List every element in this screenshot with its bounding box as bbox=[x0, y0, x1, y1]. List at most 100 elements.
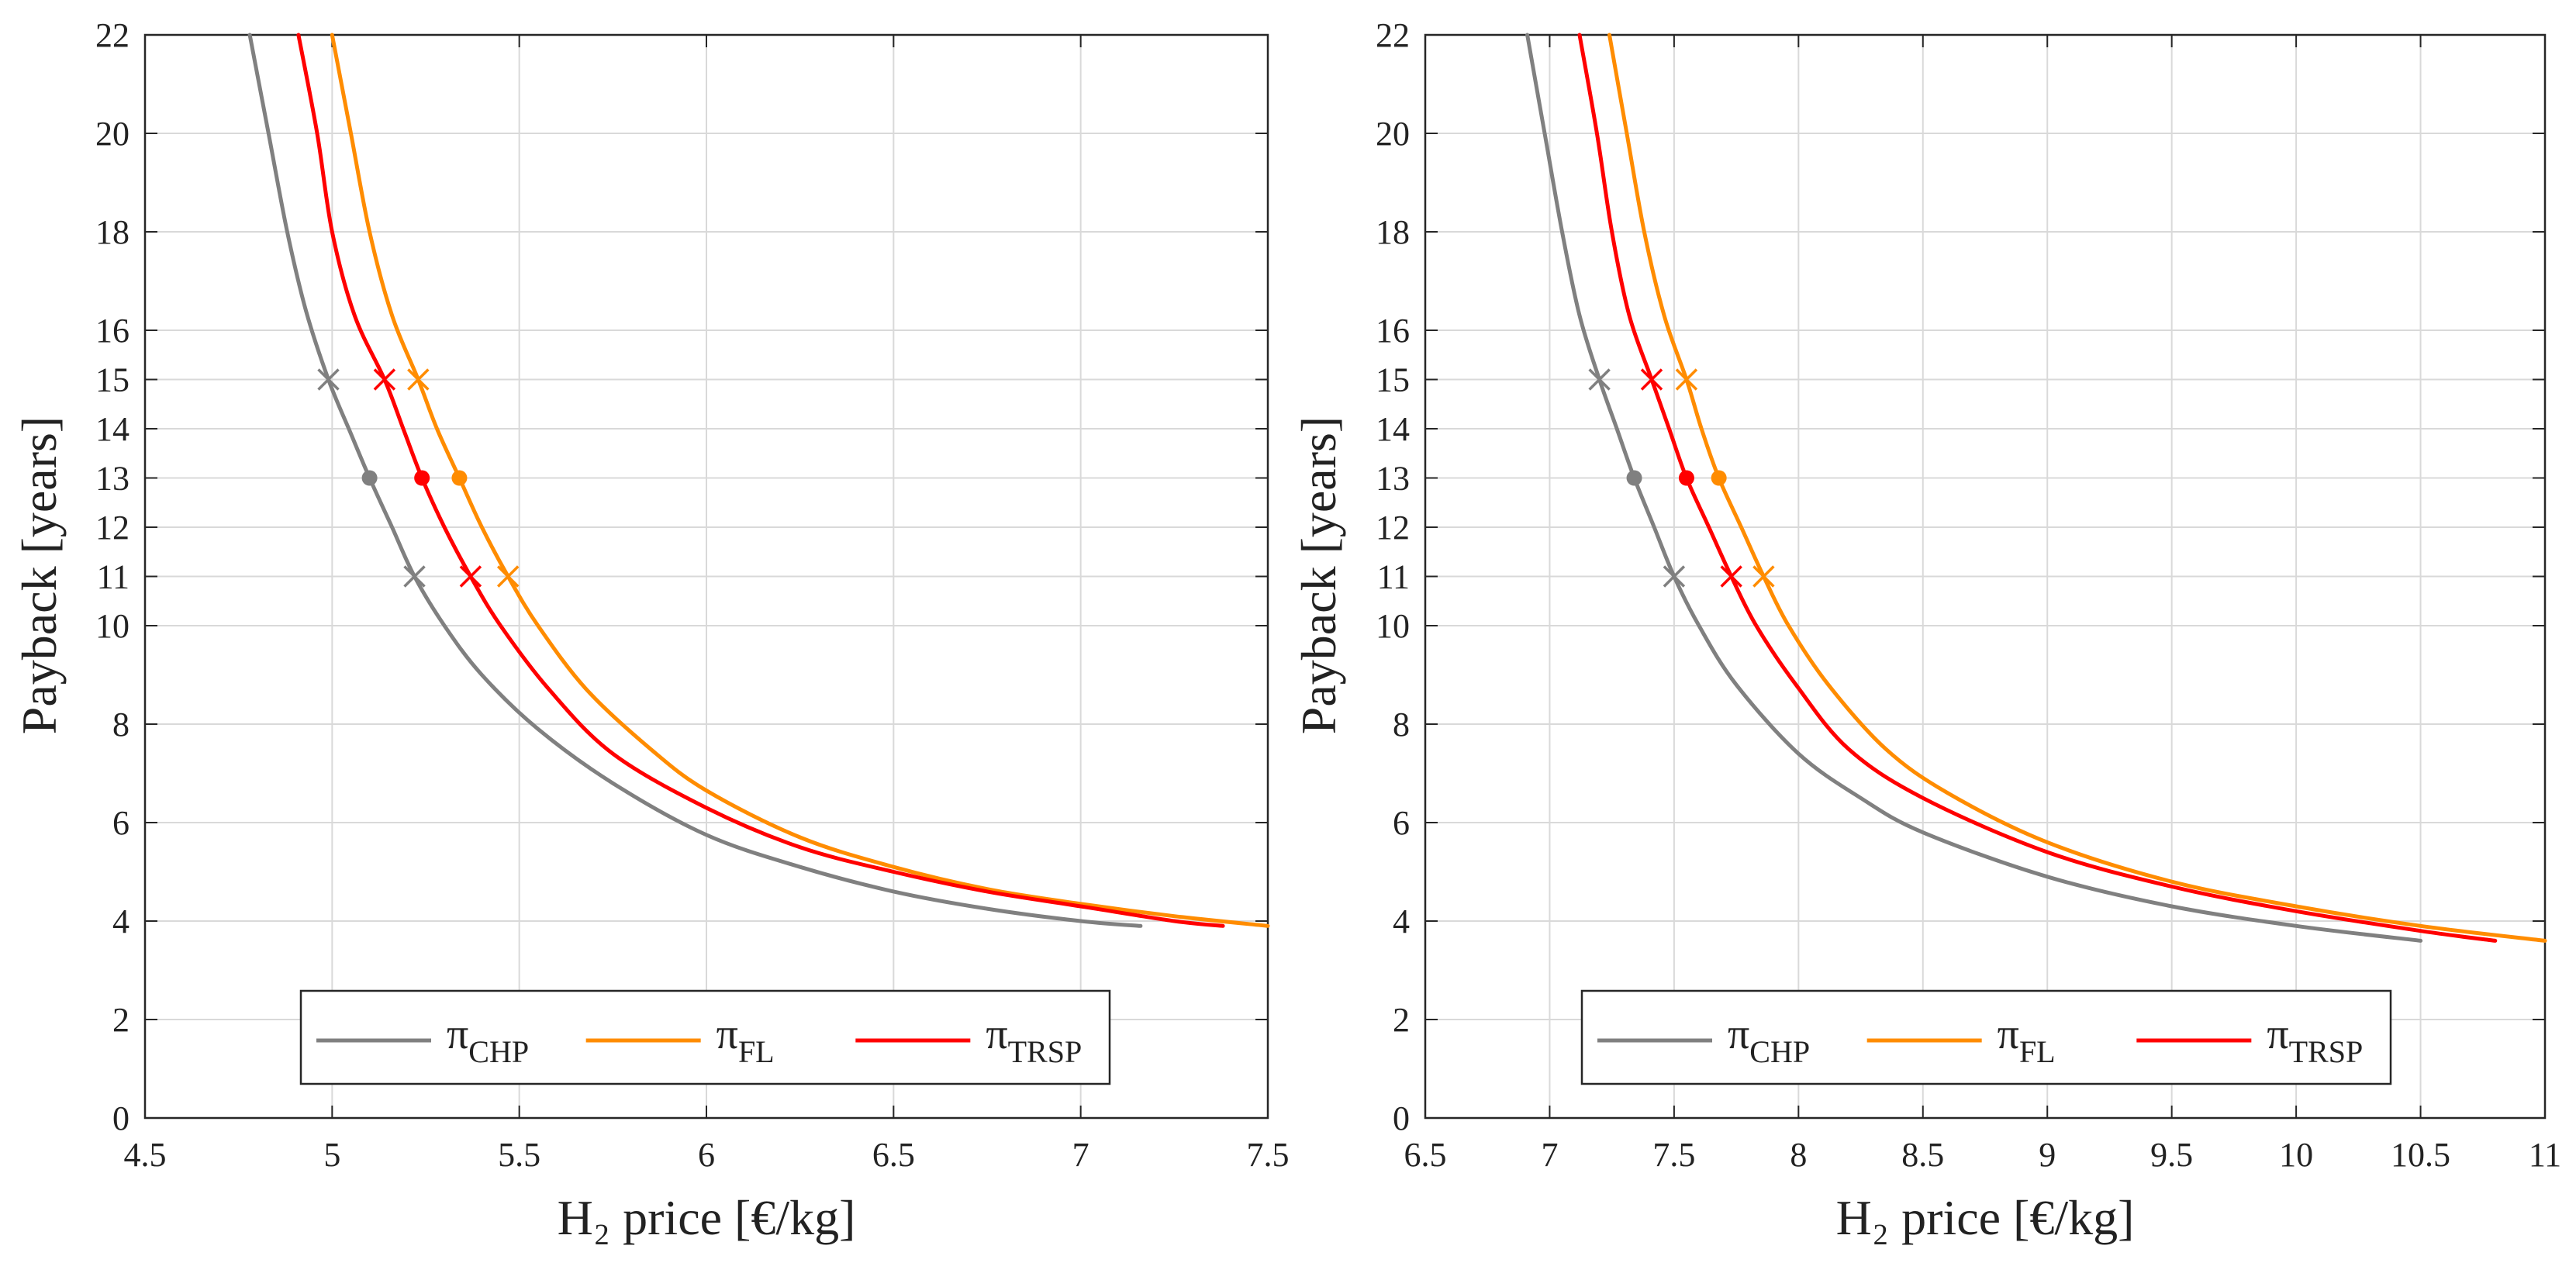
cross-marker-chp bbox=[317, 368, 340, 391]
x-axis-label: H₂ price [€/kg] bbox=[558, 1190, 856, 1245]
y-tick-label: 20 bbox=[95, 115, 129, 153]
legend-label-fl: πFL bbox=[1998, 1010, 2056, 1069]
legend-item-chp: πCHP bbox=[1597, 1010, 1810, 1069]
series-chp bbox=[247, 33, 1143, 928]
legend-symbol: π bbox=[1728, 1010, 1749, 1058]
cross-marker-trsp bbox=[373, 368, 396, 391]
legend-item-trsp: πTRSP bbox=[2136, 1010, 2363, 1069]
y-tick-label: 6 bbox=[1393, 804, 1410, 842]
series-trsp bbox=[1577, 33, 2498, 943]
x-tick-label: 7 bbox=[1072, 1136, 1089, 1174]
x-tick-label: 7.5 bbox=[1652, 1136, 1695, 1174]
y-tick-label: 15 bbox=[95, 361, 129, 399]
legend-subscript: FL bbox=[2019, 1034, 2056, 1069]
series-line-trsp bbox=[296, 33, 1225, 928]
x-tick-label: 7 bbox=[1541, 1136, 1558, 1174]
series-line-fl bbox=[1607, 33, 2547, 943]
dot-marker-fl bbox=[451, 470, 468, 486]
x-tick-label: 7.5 bbox=[1247, 1136, 1290, 1174]
x-tick-label: 10.5 bbox=[2391, 1136, 2450, 1174]
y-tick-label: 11 bbox=[97, 558, 129, 596]
legend-box bbox=[1580, 989, 2392, 1085]
dot-marker-chp bbox=[1626, 470, 1642, 486]
y-tick-label: 13 bbox=[1376, 460, 1410, 498]
cross-marker-trsp bbox=[459, 565, 482, 588]
series-line-chp bbox=[247, 33, 1143, 928]
grid bbox=[145, 35, 1268, 1118]
y-tick-label: 18 bbox=[95, 213, 129, 251]
y-tick-label: 4 bbox=[112, 902, 129, 940]
cross-marker-fl bbox=[1675, 368, 1698, 391]
cross-marker-chp bbox=[1588, 368, 1611, 391]
dot-marker-fl bbox=[1711, 470, 1727, 486]
series-line-chp bbox=[1525, 33, 2423, 943]
x-tick-label: 4.5 bbox=[124, 1136, 167, 1174]
dot-marker-trsp bbox=[1678, 470, 1694, 486]
y-tick-label: 4 bbox=[1393, 902, 1410, 940]
y-tick-label: 12 bbox=[95, 509, 129, 547]
y-tick-label: 14 bbox=[95, 410, 129, 448]
y-axis-label: Payback [years] bbox=[1291, 416, 1346, 734]
series-line-fl bbox=[330, 33, 1270, 928]
legend-item-fl: πFL bbox=[585, 1010, 775, 1069]
y-tick-label: 10 bbox=[95, 607, 129, 645]
dot-marker-chp bbox=[361, 470, 378, 486]
y-axis-label: Payback [years] bbox=[12, 416, 67, 734]
legend-subscript: CHP bbox=[1749, 1034, 1810, 1069]
y-tick-label: 8 bbox=[112, 706, 129, 744]
legend-subscript: CHP bbox=[468, 1034, 529, 1069]
dot-marker-trsp bbox=[414, 470, 430, 486]
y-tick-label: 0 bbox=[1393, 1099, 1410, 1137]
y-tick-label: 20 bbox=[1376, 115, 1410, 153]
legend-symbol: π bbox=[717, 1010, 738, 1058]
cross-marker-fl bbox=[407, 368, 430, 391]
x-tick-label: 8 bbox=[1790, 1136, 1807, 1174]
x-tick-label: 5 bbox=[323, 1136, 340, 1174]
x-axis-label: H₂ price [€/kg] bbox=[1836, 1190, 2135, 1245]
legend-label-trsp: πTRSP bbox=[2267, 1010, 2363, 1069]
legend-item-trsp: πTRSP bbox=[855, 1010, 1082, 1069]
x-tick-label: 11 bbox=[2529, 1136, 2561, 1174]
legend-symbol: π bbox=[2267, 1010, 2288, 1058]
legend: πCHP πFL πTRSP bbox=[299, 989, 1111, 1085]
x-tick-label: 6.5 bbox=[872, 1136, 915, 1174]
y-tick-label: 18 bbox=[1376, 213, 1410, 251]
x-tick-label: 9.5 bbox=[2150, 1136, 2193, 1174]
legend-label-chp: πCHP bbox=[1728, 1010, 1810, 1069]
chart-panel-1: 4.5 5 5.5 6 6.5 7 7.5 0 2 4 6 8 10 11 12 13 14 15 16 18 20 22… bbox=[12, 16, 1290, 1245]
y-tick-label: 22 bbox=[95, 16, 129, 54]
y-tick-label: 2 bbox=[1393, 1001, 1410, 1039]
legend-label-trsp: πTRSP bbox=[986, 1010, 1082, 1069]
y-tick-label: 13 bbox=[95, 460, 129, 498]
legend-subscript: TRSP bbox=[2289, 1034, 2364, 1069]
y-tick-label: 6 bbox=[112, 804, 129, 842]
x-tick-label: 5.5 bbox=[498, 1136, 540, 1174]
y-tick-label: 15 bbox=[1376, 361, 1410, 399]
series-trsp bbox=[296, 33, 1225, 928]
y-tick-label: 16 bbox=[95, 312, 129, 350]
cross-marker-trsp bbox=[1640, 368, 1663, 391]
y-tick-label: 10 bbox=[1376, 607, 1410, 645]
legend-subscript: TRSP bbox=[1008, 1034, 1083, 1069]
x-tick-label: 8.5 bbox=[1901, 1136, 1944, 1174]
cross-marker-fl bbox=[496, 565, 520, 588]
x-tick-label: 9 bbox=[2039, 1136, 2056, 1174]
series-line-trsp bbox=[1577, 33, 2498, 943]
y-tick-label: 14 bbox=[1376, 410, 1410, 448]
y-tick-label: 12 bbox=[1376, 509, 1410, 547]
series-fl bbox=[1607, 33, 2547, 943]
y-tick-label: 2 bbox=[112, 1001, 129, 1039]
x-tick-label: 6 bbox=[698, 1136, 715, 1174]
y-tick-label: 11 bbox=[1377, 558, 1410, 596]
legend: πCHP πFL πTRSP bbox=[1580, 989, 2392, 1085]
y-tick-label: 16 bbox=[1376, 312, 1410, 350]
legend-label-fl: πFL bbox=[717, 1010, 775, 1069]
legend-box bbox=[299, 989, 1111, 1085]
series-chp bbox=[1525, 33, 2423, 943]
legend-label-chp: πCHP bbox=[447, 1010, 529, 1069]
chart-panel-2: 6.5 7 7.5 8 8.5 9 9.5 10 10.5 11 0 2 4 6 8 10 11 12 13 14 15… bbox=[1291, 16, 2561, 1245]
x-tick-label: 6.5 bbox=[1404, 1136, 1447, 1174]
legend-item-fl: πFL bbox=[1866, 1010, 2056, 1069]
cross-marker-fl bbox=[1752, 565, 1775, 588]
